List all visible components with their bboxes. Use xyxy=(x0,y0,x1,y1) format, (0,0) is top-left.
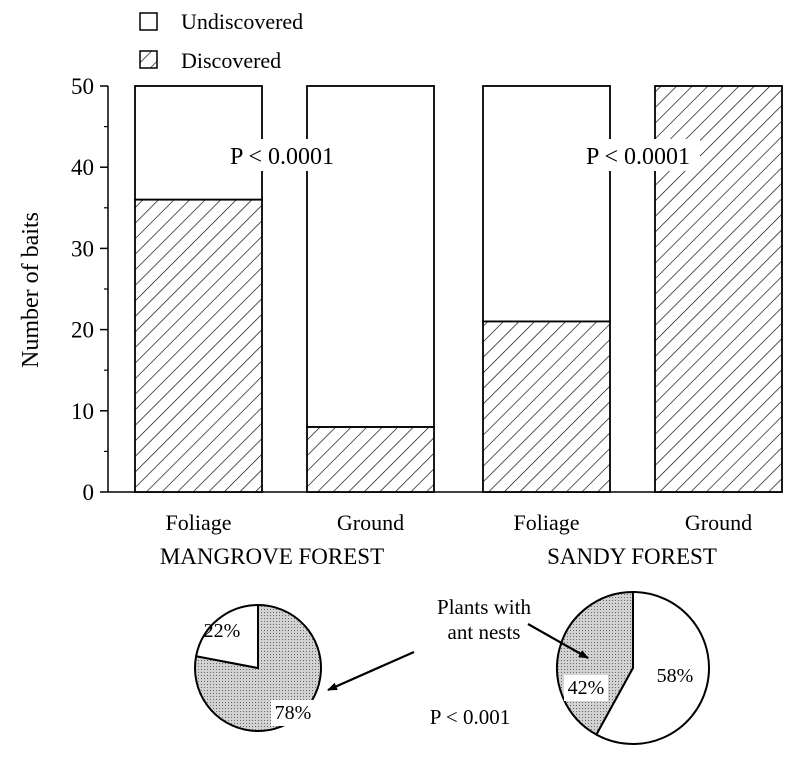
bar-undiscovered-2 xyxy=(482,85,611,323)
bar-discovered-2 xyxy=(482,320,611,493)
pie-pvalue: P < 0.001 xyxy=(430,705,511,729)
pie-slice-no-nests xyxy=(194,603,259,670)
pie-slice-label: 22% xyxy=(204,620,241,642)
pie-slice-no-nests xyxy=(595,590,710,745)
legend: Undiscovered Discovered xyxy=(139,9,303,73)
bar-discovered-0 xyxy=(134,198,263,493)
ant-nest-label: Plants with ant nests xyxy=(437,595,531,644)
pie-slice-label: 78% xyxy=(275,702,312,724)
y-tick-label: 50 xyxy=(71,74,94,99)
pvalue-text-mangrove: P < 0.0001 xyxy=(230,144,334,170)
pie-slice-label: 58% xyxy=(657,665,694,687)
y-tick-label: 30 xyxy=(71,236,94,261)
arrow-to-sandy-pie xyxy=(527,623,589,659)
pvalue-annotation-mangrove: P < 0.0001 xyxy=(220,139,344,171)
bar-undiscovered-1 xyxy=(306,85,435,428)
pvalue-annotation-sandy: P < 0.0001 xyxy=(576,139,700,171)
legend-label-undiscovered: Undiscovered xyxy=(181,9,303,34)
bar-chart: 0 10 20 30 40 50 Number of baits Foliage Groun… xyxy=(18,74,783,569)
y-tick-label: 40 xyxy=(71,155,94,180)
pie-chart-mangrove: 78% 22% xyxy=(194,603,322,732)
y-tick-label: 0 xyxy=(83,480,95,505)
arrow-to-mangrove-pie xyxy=(327,650,415,692)
x-tick-label-3: Ground xyxy=(685,510,752,535)
group-label-mangrove: MANGROVE FOREST xyxy=(160,544,384,569)
legend-swatch-blank xyxy=(139,12,158,31)
pie-annotation: Plants with ant nests P < 0.001 xyxy=(327,595,589,729)
legend-item-discovered: Discovered xyxy=(139,48,281,73)
y-axis-label: Number of baits xyxy=(18,212,44,368)
bar-discovered-1 xyxy=(306,426,435,493)
pie-label-bg xyxy=(271,700,315,726)
y-tick-label: 20 xyxy=(71,318,94,343)
legend-label-discovered: Discovered xyxy=(181,48,281,73)
pvalue-text-sandy: P < 0.0001 xyxy=(586,144,690,170)
x-tick-label-0: Foliage xyxy=(166,510,232,535)
pie-slice-label: 42% xyxy=(568,677,605,699)
y-ticks: 0 10 20 30 40 50 xyxy=(71,74,108,505)
x-tick-label-2: Foliage xyxy=(514,510,580,535)
pie-chart-sandy: 42% 58% xyxy=(556,590,710,745)
y-tick-label: 10 xyxy=(71,399,94,424)
legend-swatch-hatched xyxy=(139,50,158,69)
x-tick-labels: Foliage Ground Foliage Ground xyxy=(166,510,753,535)
pie-label-bg xyxy=(564,675,608,701)
x-tick-label-1: Ground xyxy=(337,510,404,535)
legend-item-undiscovered: Undiscovered xyxy=(139,9,303,34)
group-label-sandy: SANDY FOREST xyxy=(547,544,717,569)
